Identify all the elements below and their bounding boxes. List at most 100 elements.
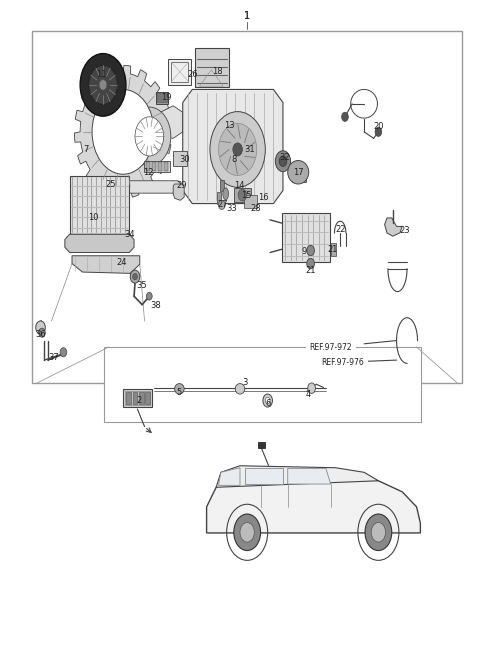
- Text: 7: 7: [84, 145, 89, 154]
- Ellipse shape: [233, 143, 242, 156]
- Text: 32: 32: [279, 153, 290, 162]
- Bar: [244, 195, 257, 208]
- Ellipse shape: [60, 348, 67, 357]
- Bar: [152, 162, 156, 171]
- Text: 30: 30: [179, 155, 190, 164]
- Ellipse shape: [218, 200, 225, 210]
- Ellipse shape: [130, 270, 140, 283]
- Bar: [126, 392, 131, 404]
- Polygon shape: [154, 105, 183, 138]
- Ellipse shape: [38, 328, 45, 337]
- Ellipse shape: [210, 111, 265, 187]
- Bar: [282, 214, 330, 262]
- Polygon shape: [65, 234, 134, 252]
- Text: REF.97-972: REF.97-972: [309, 343, 352, 352]
- Bar: [164, 162, 168, 171]
- Ellipse shape: [307, 246, 314, 255]
- Ellipse shape: [146, 292, 152, 300]
- Bar: [144, 160, 170, 172]
- Ellipse shape: [80, 54, 126, 116]
- Text: 8: 8: [231, 155, 237, 164]
- Ellipse shape: [308, 383, 315, 394]
- Text: 9: 9: [302, 247, 307, 255]
- Text: 15: 15: [241, 191, 252, 200]
- Polygon shape: [384, 218, 402, 236]
- Ellipse shape: [218, 123, 257, 176]
- Ellipse shape: [135, 117, 164, 156]
- Ellipse shape: [276, 151, 290, 172]
- Polygon shape: [223, 141, 233, 166]
- Polygon shape: [288, 468, 331, 484]
- Text: REF.97-976: REF.97-976: [321, 358, 364, 367]
- Polygon shape: [206, 471, 420, 533]
- Ellipse shape: [99, 80, 107, 90]
- Bar: [220, 180, 224, 191]
- Text: 21: 21: [305, 266, 316, 274]
- Bar: [123, 389, 152, 407]
- Text: 14: 14: [234, 181, 244, 190]
- Text: 33: 33: [227, 204, 237, 213]
- Text: REF.97-976: REF.97-976: [321, 358, 364, 367]
- Text: 31: 31: [244, 145, 255, 154]
- Text: 10: 10: [88, 214, 99, 223]
- Bar: [331, 243, 336, 255]
- Bar: [217, 192, 221, 204]
- Text: 11: 11: [96, 70, 107, 79]
- Text: 29: 29: [177, 181, 187, 190]
- Text: 38: 38: [150, 301, 161, 310]
- Bar: [234, 188, 251, 202]
- Ellipse shape: [238, 189, 247, 201]
- Text: 12: 12: [143, 168, 153, 177]
- Text: 1: 1: [244, 10, 250, 21]
- Ellipse shape: [263, 394, 273, 407]
- Text: 13: 13: [224, 121, 235, 130]
- Ellipse shape: [92, 90, 154, 174]
- Bar: [168, 59, 192, 85]
- Text: 5: 5: [177, 388, 182, 397]
- Ellipse shape: [132, 273, 137, 280]
- Text: 26: 26: [187, 70, 198, 79]
- Polygon shape: [173, 184, 184, 200]
- Bar: [195, 48, 229, 88]
- Ellipse shape: [279, 156, 287, 166]
- Bar: [291, 166, 306, 182]
- Bar: [132, 392, 137, 404]
- Bar: [124, 391, 150, 405]
- Polygon shape: [74, 66, 172, 198]
- Text: REF.97-972: REF.97-972: [309, 343, 352, 352]
- Text: 28: 28: [251, 204, 261, 213]
- Text: 20: 20: [373, 122, 384, 131]
- Text: 24: 24: [117, 258, 127, 267]
- Text: 19: 19: [161, 93, 171, 102]
- Ellipse shape: [175, 384, 184, 394]
- Text: 22: 22: [335, 225, 346, 234]
- Bar: [104, 347, 421, 422]
- Text: 35: 35: [136, 280, 146, 290]
- Text: 27: 27: [217, 200, 228, 210]
- Text: 4: 4: [306, 390, 311, 398]
- Ellipse shape: [240, 523, 254, 542]
- Text: 1: 1: [244, 10, 250, 21]
- Ellipse shape: [223, 188, 228, 200]
- Bar: [173, 151, 187, 166]
- Text: 21: 21: [328, 245, 338, 253]
- Text: 3: 3: [242, 379, 248, 388]
- Polygon shape: [216, 466, 378, 487]
- Ellipse shape: [89, 66, 117, 104]
- Bar: [70, 176, 129, 234]
- Bar: [171, 62, 189, 82]
- Polygon shape: [218, 468, 240, 485]
- Text: 37: 37: [48, 353, 59, 362]
- Text: 23: 23: [399, 227, 410, 235]
- Ellipse shape: [234, 514, 261, 551]
- Ellipse shape: [375, 127, 382, 136]
- Polygon shape: [85, 181, 182, 193]
- Text: 17: 17: [293, 168, 304, 177]
- Bar: [258, 441, 265, 448]
- Text: 36: 36: [35, 329, 46, 339]
- Text: 25: 25: [105, 179, 116, 189]
- Text: 2: 2: [136, 396, 142, 405]
- Ellipse shape: [365, 514, 392, 551]
- Ellipse shape: [371, 523, 385, 542]
- Bar: [33, 31, 462, 383]
